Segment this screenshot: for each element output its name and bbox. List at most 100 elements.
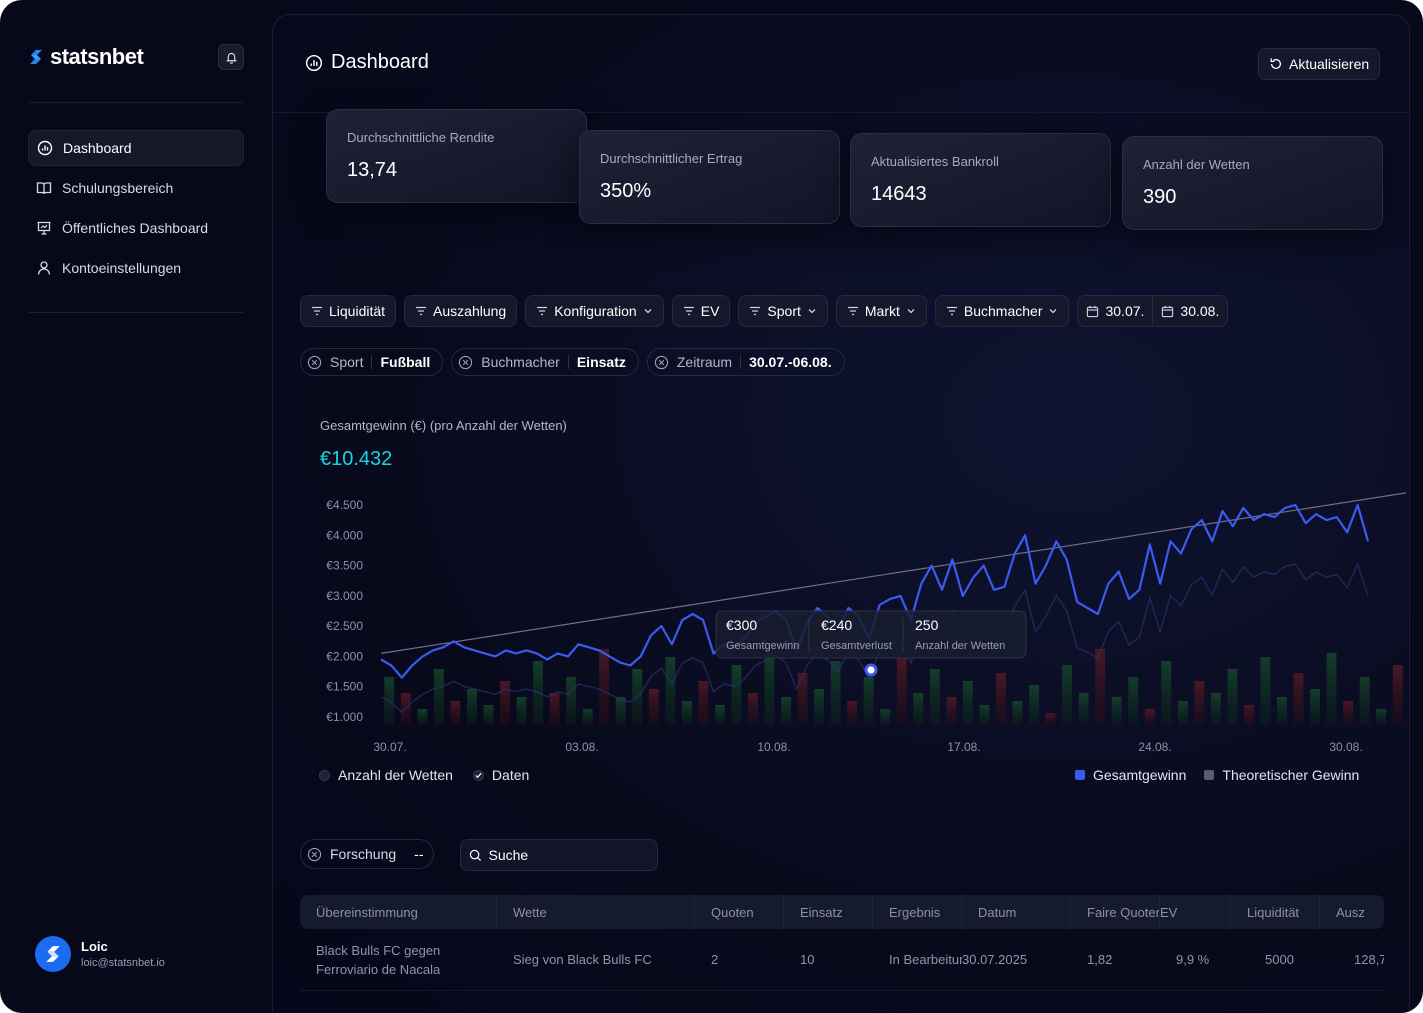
remove-circle-icon[interactable] <box>654 355 669 370</box>
column-header[interactable]: Ergebnis <box>873 895 962 929</box>
bet-count-bar <box>1210 693 1221 725</box>
bet-count-bar <box>433 669 444 725</box>
column-header[interactable]: Datum <box>962 895 1071 929</box>
refresh-button[interactable]: Aktualisieren <box>1258 48 1381 80</box>
bet-count-bar <box>599 649 610 725</box>
column-header[interactable]: Liquidität <box>1231 895 1320 929</box>
kpi-card-bankroll: Aktualisiertes Bankroll 14643 <box>850 133 1111 227</box>
filter-configuration[interactable]: Konfiguration <box>525 295 664 327</box>
filter-icon <box>847 306 858 316</box>
filter-market[interactable]: Markt <box>835 295 927 327</box>
filter-ev[interactable]: EV <box>671 295 731 327</box>
tooltip-profit-value: €300 <box>726 617 757 633</box>
bet-count-bar <box>996 673 1006 725</box>
kpi-label: Aktualisiertes Bankroll <box>871 154 999 169</box>
bet-count-bar <box>1359 677 1370 725</box>
chevron-down-icon <box>1050 309 1057 314</box>
legend-item-total-profit[interactable]: Gesamtgewinn <box>1075 767 1186 783</box>
filter-bookmaker[interactable]: Buchmacher <box>934 295 1070 327</box>
column-header[interactable]: Ausz <box>1336 904 1365 920</box>
y-tick-label: €2.500 <box>326 619 363 633</box>
bet-count-bar <box>566 677 577 725</box>
chip-value: Fußball <box>380 354 431 370</box>
bet-count-bar <box>467 689 477 725</box>
legend-swatch <box>1075 770 1085 780</box>
y-tick-label: €1.500 <box>326 680 363 694</box>
sidebar-divider-bottom <box>28 312 244 313</box>
table-row[interactable]: Black Bulls FC gegen Ferroviario de Naca… <box>300 929 1384 991</box>
x-tick-label: 24.08. <box>1138 740 1171 754</box>
bet-count-bar <box>1128 677 1139 725</box>
sidebar-item-label: Dashboard <box>63 140 132 156</box>
remove-circle-icon[interactable] <box>458 355 473 370</box>
date-range-picker: 30.07. 30.08. <box>1077 295 1229 327</box>
date-to-button[interactable]: 30.08. <box>1152 296 1227 326</box>
presentation-icon <box>37 221 51 235</box>
chip-key: Forschung <box>330 846 397 862</box>
notifications-button[interactable] <box>218 44 244 70</box>
bet-count-bar <box>582 709 593 725</box>
sidebar-item-account-settings[interactable]: Kontoeinstellungen <box>28 250 244 286</box>
legend-item-theoretical-profit[interactable]: Theoretischer Gewinn <box>1204 767 1359 783</box>
refresh-label: Aktualisieren <box>1289 56 1370 72</box>
bet-count-bar <box>896 657 907 725</box>
kpi-card-average-return: Durchschnittliche Rendite 13,74 <box>326 109 587 203</box>
cell-ev: 9,9 % <box>1176 952 1210 967</box>
sidebar-item-public-dashboard[interactable]: Öffentliches Dashboard <box>28 210 244 246</box>
date-from-button[interactable]: 30.07. <box>1078 296 1152 326</box>
bets-table: Übereinstimmung Wette Quoten Einsatz Erg… <box>300 895 1384 991</box>
filter-liquidity[interactable]: Liquidität <box>300 295 397 327</box>
bet-count-bar <box>764 653 775 725</box>
profit-chart[interactable]: €4.500 €4.000 €3.500 €3.000 €2.500 €2.000 €1.5… <box>273 485 1411 760</box>
chip-sport[interactable]: Sport Fußball <box>300 348 444 376</box>
bet-count-bar <box>1277 697 1287 725</box>
kpi-value: 350% <box>600 180 652 202</box>
column-header[interactable]: EV <box>1160 895 1231 929</box>
chip-bookmaker[interactable]: Buchmacher Einsatz <box>451 348 639 376</box>
sidebar-item-label: Öffentliches Dashboard <box>62 220 209 236</box>
column-header[interactable]: Übereinstimmung <box>300 895 497 929</box>
unchecked-dot-icon <box>319 769 330 781</box>
remove-circle-icon[interactable] <box>307 847 322 862</box>
legend-label: Gesamtgewinn <box>1093 767 1187 783</box>
legend-toggle-bet-count[interactable]: Anzahl der Wetten <box>319 767 453 783</box>
kpi-card-average-yield: Durchschnittlicher Ertrag 350% <box>579 130 840 224</box>
column-header[interactable]: Wette <box>497 895 695 929</box>
bet-count-bar <box>648 689 659 725</box>
bet-count-bar <box>1194 681 1205 725</box>
x-tick-label: 30.07. <box>373 740 406 754</box>
bet-count-bar <box>781 697 791 725</box>
chip-period[interactable]: Zeitraum 30.07.-06.08. <box>646 348 845 376</box>
chart-hover-point[interactable] <box>864 663 878 677</box>
legend-toggle-data[interactable]: Daten <box>472 767 529 783</box>
sidebar-item-dashboard[interactable]: Dashboard <box>28 130 244 166</box>
bet-count-bar <box>731 665 742 725</box>
bet-count-bar <box>830 661 841 725</box>
sidebar-item-schulungsbereich[interactable]: Schulungsbereich <box>28 170 244 206</box>
bet-count-bar <box>880 709 891 725</box>
user-profile[interactable]: Loic loic@statsnbet.io <box>35 936 165 972</box>
y-tick-label: €3.000 <box>326 589 363 603</box>
brand-logo[interactable]: statsnbet <box>28 44 144 70</box>
kpi-card-bet-count: Anzahl der Wetten 390 <box>1122 136 1383 230</box>
chip-key: Zeitraum <box>676 354 733 370</box>
column-header[interactable]: Faire Quoten <box>1071 895 1160 929</box>
page-title-text: Dashboard <box>331 51 429 73</box>
search-icon <box>470 849 482 861</box>
chip-research[interactable]: Forschung -- <box>300 839 435 869</box>
chip-value: Einsatz <box>576 354 626 370</box>
filter-payout[interactable]: Auszahlung <box>404 295 518 327</box>
remove-circle-icon[interactable] <box>307 355 322 370</box>
series-line-theoretical <box>380 492 1407 654</box>
y-tick-label: €2.000 <box>326 649 363 663</box>
bet-count-bar <box>1078 693 1089 725</box>
user-name: Loic <box>81 939 108 954</box>
date-to: 30.08. <box>1180 303 1220 319</box>
filter-icon <box>946 306 957 316</box>
column-header[interactable]: Quoten <box>695 895 784 929</box>
bet-count-bar <box>1260 657 1271 725</box>
column-header[interactable]: Einsatz <box>784 895 873 929</box>
search-input[interactable]: Suche <box>460 839 659 871</box>
filter-sport[interactable]: Sport <box>738 295 828 327</box>
bet-count-bar <box>1177 701 1188 725</box>
